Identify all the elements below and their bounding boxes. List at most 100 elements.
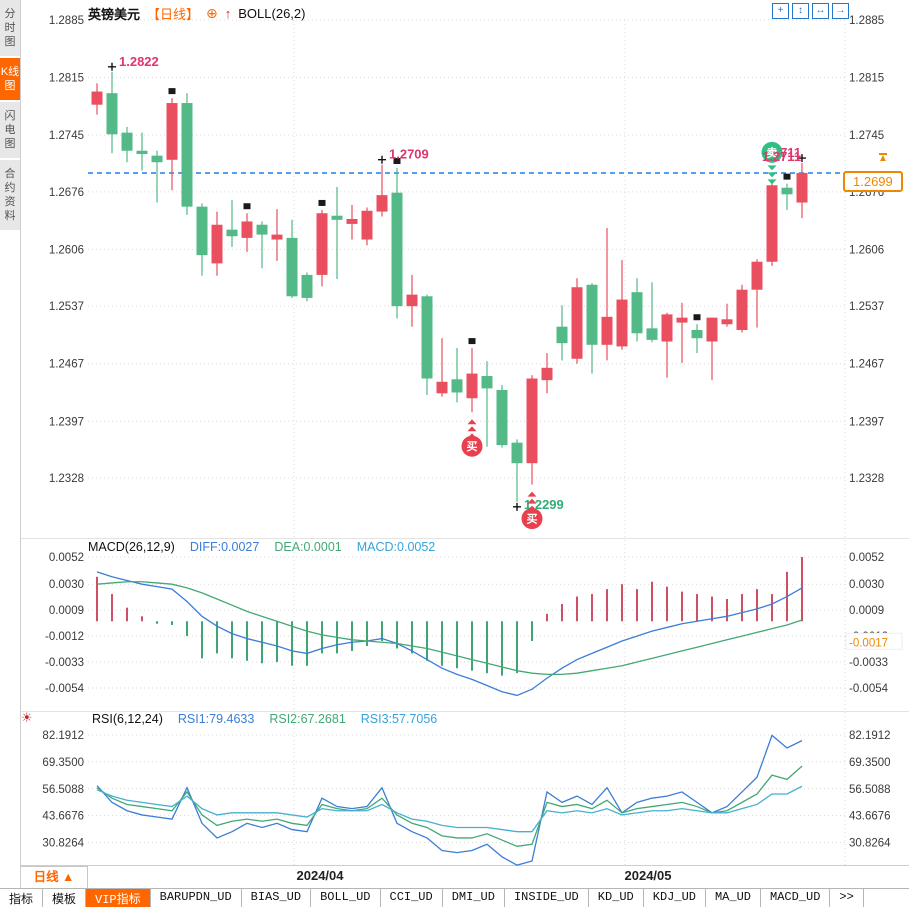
axis-labels: 1.2885 1.2885 1.2815 1.2815 1.2745 1.2745 1.26…: [42, 15, 903, 850]
annotation-1.2709: 1.2709: [389, 147, 429, 162]
sidebar-tab-合约资料[interactable]: 合约资料: [0, 160, 20, 230]
macd-header: MACD(26,12,9) DIFF:0.0027 DEA:0.0001 MAC…: [88, 540, 435, 554]
svg-text:69.3500: 69.3500: [42, 757, 84, 769]
rsi3-line: [96, 785, 803, 833]
macd-histogram: [96, 557, 803, 676]
svg-text:1.2397: 1.2397: [849, 416, 884, 428]
svg-text:0.0030: 0.0030: [49, 579, 84, 591]
svg-text:-0.0012: -0.0012: [45, 631, 84, 643]
svg-text:卖: 卖: [767, 145, 778, 159]
svg-text:1.2537: 1.2537: [49, 301, 84, 313]
svg-text:1.2885: 1.2885: [849, 15, 884, 27]
svg-text:0.0030: 0.0030: [849, 579, 884, 591]
macd-dea-line: [96, 581, 803, 676]
svg-text:0.0009: 0.0009: [849, 605, 884, 617]
chart-scale-toolbar: + ↕ ↔ →: [772, 3, 849, 19]
annotation-overlay: 1.2711: [762, 149, 801, 164]
svg-text:69.3500: 69.3500: [849, 757, 891, 769]
svg-text:82.1912: 82.1912: [42, 730, 84, 742]
add-indicator-icon[interactable]: ⊕: [206, 5, 218, 21]
svg-text:0.0052: 0.0052: [849, 552, 884, 564]
svg-text:-0.0054: -0.0054: [849, 683, 889, 695]
svg-text:买: 买: [527, 513, 538, 526]
svg-text:30.8264: 30.8264: [849, 838, 891, 850]
svg-text:1.2537: 1.2537: [849, 301, 884, 313]
toolbar-tab-指标[interactable]: 指标: [0, 889, 44, 907]
rsi2-value: RSI2:67.2681: [269, 712, 346, 726]
rsi-header: RSI(6,12,24) RSI1:79.4633 RSI2:67.2681 R…: [92, 712, 437, 726]
rsi1-value: RSI1:79.4633: [177, 712, 255, 726]
rsi-title[interactable]: RSI(6,12,24): [92, 712, 163, 726]
macd-diff-line: [96, 571, 803, 697]
toolbar-tab-KDJ_UD[interactable]: KDJ_UD: [644, 889, 706, 907]
toolbar-tab-VIP指标[interactable]: VIP指标: [86, 889, 151, 907]
chart-type-sidebar: 分时图 K线图 闪电图 合约资料: [0, 0, 21, 888]
svg-text:1.2606: 1.2606: [49, 244, 84, 256]
toolbar-tab-MA_UD[interactable]: MA_UD: [706, 889, 761, 907]
svg-text:买: 买: [467, 440, 478, 453]
indicator-toolbar: 指标 模板 VIP指标 BARUPDN_UD BIAS_UD BOLL_UD CCI_UD D…: [0, 888, 909, 907]
svg-text:1.2815: 1.2815: [849, 73, 884, 85]
svg-text:1.2397: 1.2397: [49, 416, 84, 428]
shift-chart-icon[interactable]: →: [832, 3, 849, 19]
fit-width-icon[interactable]: ↔: [812, 3, 829, 19]
svg-text:1.2885: 1.2885: [49, 15, 84, 27]
candlestick-series: [91, 71, 808, 502]
toolbar-tab-模板[interactable]: 模板: [43, 889, 87, 907]
fit-height-icon[interactable]: ↕: [792, 3, 809, 19]
macd-dea-value: DEA:0.0001: [274, 540, 342, 554]
svg-text:1.2467: 1.2467: [49, 359, 84, 371]
svg-text:1.2328: 1.2328: [849, 473, 884, 485]
sidebar-tab-K线图[interactable]: K线图: [0, 58, 20, 100]
svg-text:1.2328: 1.2328: [49, 473, 84, 485]
sidebar-tab-闪电图[interactable]: 闪电图: [0, 102, 20, 158]
toolbar-tab-CCI_UD[interactable]: CCI_UD: [381, 889, 443, 907]
svg-text:82.1912: 82.1912: [849, 730, 891, 742]
macd-title[interactable]: MACD(26,12,9): [88, 540, 175, 554]
svg-text:-0.0033: -0.0033: [45, 657, 84, 669]
period-selector[interactable]: 日线 ▲: [20, 866, 88, 889]
sidebar-tab-分时图[interactable]: 分时图: [0, 0, 20, 56]
period-tag[interactable]: 【日线】: [147, 7, 200, 22]
symbol-name: 英镑美元: [88, 7, 141, 22]
indicator-settings-icon[interactable]: ☀: [21, 710, 33, 725]
toolbar-tab-BARUPDN_UD[interactable]: BARUPDN_UD: [151, 889, 242, 907]
toolbar-tab-BOLL_UD[interactable]: BOLL_UD: [311, 889, 381, 907]
gridlines: [20, 19, 909, 866]
current-price-tag: 1.2699: [843, 171, 903, 192]
rsi2-line: [96, 765, 803, 847]
annotation-1.2822: 1.2822: [119, 54, 159, 69]
macd-diff-value: DIFF:0.0027: [189, 540, 260, 554]
toolbar-tab-BIAS_UD[interactable]: BIAS_UD: [242, 889, 312, 907]
boll-indicator-label[interactable]: BOLL(26,2): [238, 6, 306, 21]
pan-tool-icon[interactable]: +: [772, 3, 789, 19]
svg-text:-0.0033: -0.0033: [849, 657, 888, 669]
chart-header: 英镑美元 【日线】 ⊕ ↑ BOLL(26,2): [88, 4, 305, 23]
svg-text:0.0009: 0.0009: [49, 605, 84, 617]
svg-text:1.2745: 1.2745: [49, 130, 84, 142]
svg-text:1.2745: 1.2745: [849, 130, 884, 142]
rsi3-value: RSI3:57.7056: [360, 712, 438, 726]
toolbar-tab-KD_UD[interactable]: KD_UD: [589, 889, 644, 907]
toolbar-tab-MACD_UD[interactable]: MACD_UD: [761, 889, 831, 907]
rsi1-line: [96, 734, 803, 866]
toolbar-tab-INSIDE_UD[interactable]: INSIDE_UD: [505, 889, 589, 907]
x-axis-label: 2024/05: [624, 868, 672, 883]
svg-text:56.5088: 56.5088: [849, 784, 891, 796]
price-anchor-icon: ▲: [878, 153, 888, 164]
svg-text:-0.0054: -0.0054: [45, 683, 85, 695]
macd-macd-value: MACD:0.0052: [356, 540, 436, 554]
svg-text:30.8264: 30.8264: [42, 838, 84, 850]
svg-text:56.5088: 56.5088: [42, 784, 84, 796]
toolbar-tab-DMI_UD[interactable]: DMI_UD: [443, 889, 505, 907]
macd-current-value: -0.0017: [849, 637, 888, 649]
svg-text:1.2676: 1.2676: [49, 187, 84, 199]
svg-text:1.2815: 1.2815: [49, 73, 84, 85]
trend-up-icon: ↑: [224, 6, 232, 21]
toolbar-tab->>[interactable]: >>: [830, 889, 864, 907]
swing-markers: [108, 62, 806, 511]
svg-text:1.2606: 1.2606: [849, 244, 884, 256]
